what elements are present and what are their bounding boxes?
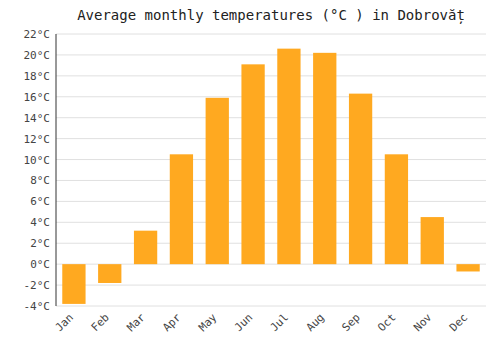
bar [277, 49, 300, 265]
y-axis-line [56, 34, 57, 306]
bar [170, 154, 193, 264]
title: Average monthly temperatures (°C ) in Do… [77, 7, 465, 24]
y-tick-label: 16°C [24, 91, 51, 104]
x-tick-label: Sep [339, 311, 362, 334]
x-tick-label: Feb [89, 311, 112, 334]
y-tick-label: 8°C [30, 174, 50, 187]
x-tick-label: Jul [268, 311, 291, 334]
y-tick-label: 6°C [30, 195, 50, 208]
grid-line [56, 34, 486, 35]
grid [56, 34, 486, 306]
bar [313, 53, 336, 264]
x-tick-label: Jun [232, 311, 255, 334]
grid-line [56, 180, 486, 181]
bar [62, 264, 85, 304]
grid-line [56, 285, 486, 286]
x-tick-label: Jan [53, 311, 76, 334]
x-tick-label: Mar [124, 311, 148, 335]
bar [241, 64, 264, 264]
y-tick-label: 22°C [24, 28, 51, 41]
y-tick-label: 18°C [24, 70, 51, 83]
y-tick-label: 10°C [24, 154, 51, 167]
bars [62, 49, 479, 304]
x-ticks: Jan Feb Mar Apr May Jun Jul Aug Sep Oct Nov Dec [53, 311, 470, 335]
x-tick-label: Nov [411, 311, 435, 335]
x-tick-label: Aug [304, 311, 327, 334]
y-tick-label: 20°C [24, 49, 51, 62]
bar [349, 94, 372, 265]
chart: Average monthly temperatures (°C ) in Do… [0, 0, 500, 350]
bar [206, 98, 229, 264]
grid-line [56, 138, 486, 139]
y-tick-label: 12°C [24, 133, 51, 146]
x-tick-label: Oct [375, 311, 398, 334]
grid-line [56, 159, 486, 160]
bar [385, 154, 408, 264]
bar [421, 217, 444, 264]
y-tick-label: 4°C [30, 216, 50, 229]
bar [456, 264, 479, 271]
y-ticks: -4°C -2°C 0°C 2°C 4°C 6°C 8°C 10°C 12°C 14°C 16°C 1… [24, 28, 51, 313]
y-tick-label: 0°C [30, 258, 50, 271]
y-tick-label: -4°C [24, 300, 51, 313]
grid-line [56, 54, 486, 55]
grid-line [56, 117, 486, 118]
grid-line [56, 75, 486, 76]
y-tick-label: 14°C [24, 112, 51, 125]
bar [98, 264, 121, 283]
x-tick-label: Dec [447, 311, 470, 334]
grid-line [56, 201, 486, 202]
y-tick-label: -2°C [24, 279, 51, 292]
grid-line [56, 96, 486, 97]
x-tick-label: May [196, 311, 220, 335]
y-tick-label: 2°C [30, 237, 50, 250]
x-tick-label: Apr [160, 311, 184, 335]
bar [134, 231, 157, 264]
grid-line [56, 306, 486, 307]
chart-container: Average monthly temperatures (°C ) in Do… [0, 0, 500, 350]
